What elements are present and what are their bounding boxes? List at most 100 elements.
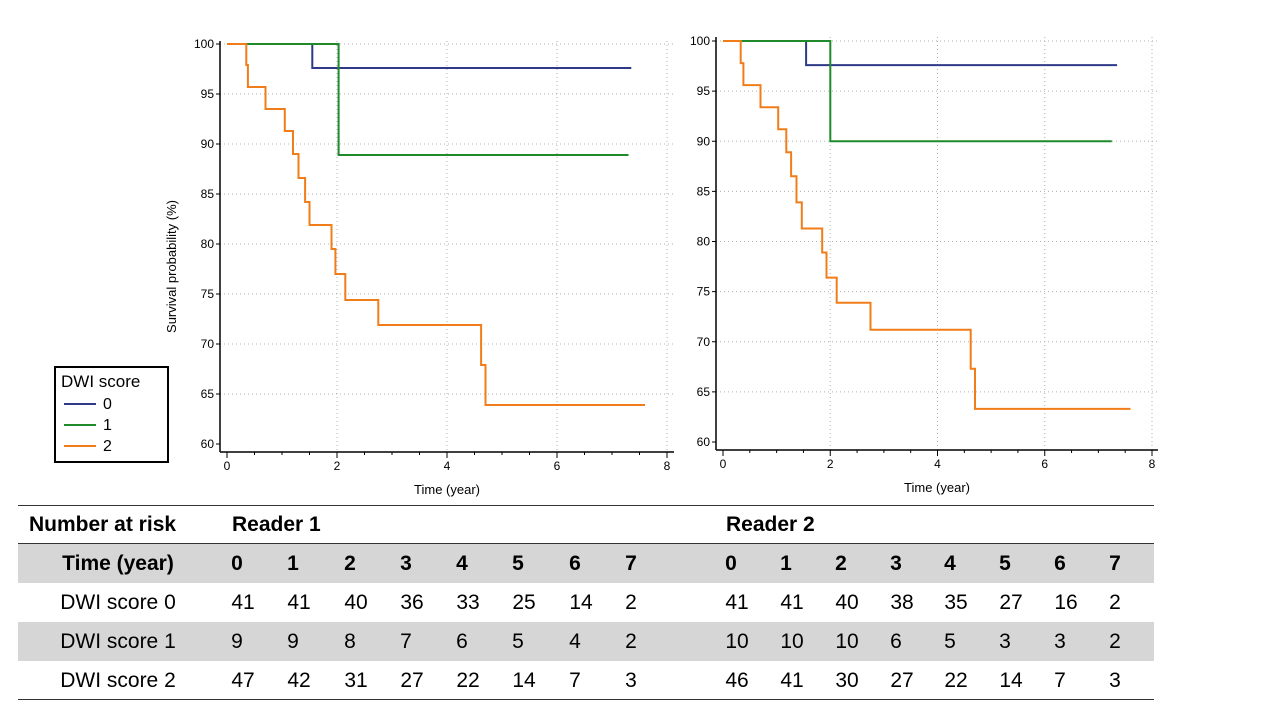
x-tick-label: 2 [827, 457, 834, 471]
risk-value: 41 [231, 591, 255, 614]
risk-value: 2 [625, 630, 637, 653]
risk-value: 9 [231, 630, 243, 653]
risk-value: 6 [890, 630, 902, 653]
y-tick-label: 70 [697, 335, 711, 349]
x-axis-label: Time (year) [904, 480, 970, 495]
risk-value: 41 [780, 669, 804, 692]
risk-value: 30 [835, 669, 859, 692]
time-tick: 0 [725, 552, 737, 575]
time-tick: 4 [456, 552, 468, 575]
risk-value: 14 [999, 669, 1023, 692]
table-header-rule [18, 543, 1154, 544]
risk-value: 25 [512, 591, 536, 614]
risk-value: 41 [780, 591, 804, 614]
time-tick: 4 [944, 552, 956, 575]
table-bottom-rule [18, 699, 1154, 700]
risk-value: 41 [287, 591, 311, 614]
risk-value: 10 [835, 630, 859, 653]
risk-value: 7 [1054, 669, 1066, 692]
risk-value: 35 [944, 591, 968, 614]
legend-label-1: 1 [103, 417, 112, 434]
legend-label-0: 0 [103, 396, 112, 413]
risk-value: 10 [780, 630, 804, 653]
risk-value: 33 [456, 591, 480, 614]
x-axis-label: Time (year) [414, 482, 480, 497]
risk-value: 9 [287, 630, 299, 653]
time-tick: 5 [999, 552, 1011, 575]
time-tick: 5 [512, 552, 524, 575]
risk-value: 41 [725, 591, 749, 614]
y-tick-label: 75 [201, 287, 215, 301]
reader-1-label: Reader 1 [232, 513, 321, 536]
risk-value: 36 [400, 591, 424, 614]
risk-value: 22 [944, 669, 968, 692]
risk-value: 31 [344, 669, 368, 692]
y-tick-label: 90 [201, 137, 215, 151]
x-tick-label: 4 [444, 459, 451, 473]
y-tick-label: 85 [697, 184, 711, 198]
risk-value: 2 [1109, 591, 1121, 614]
risk-value: 3 [1054, 630, 1066, 653]
time-tick: 3 [890, 552, 902, 575]
table-row: DWI score 2 47 42 31 27 22 14 7 3 46 41 … [18, 661, 1154, 700]
y-tick-label: 70 [201, 337, 215, 351]
y-tick-label: 100 [194, 37, 214, 51]
x-tick-label: 8 [1149, 457, 1156, 471]
y-axis-label: Survival probability (%) [164, 200, 179, 333]
series-line-dwi-2 [227, 43, 645, 406]
time-tick: 6 [1054, 552, 1066, 575]
y-tick-label: 65 [201, 387, 215, 401]
time-tick: 6 [569, 552, 581, 575]
time-tick: 3 [400, 552, 412, 575]
reader-2-label: Reader 2 [726, 513, 815, 536]
number-at-risk-title: Number at risk [29, 513, 177, 536]
risk-value: 7 [569, 669, 581, 692]
risk-value: 2 [625, 591, 637, 614]
risk-value: 3 [1109, 669, 1121, 692]
risk-value: 42 [287, 669, 311, 692]
series-line-dwi-0 [227, 43, 632, 69]
risk-value: 40 [835, 591, 859, 614]
y-tick-label: 95 [201, 87, 215, 101]
km-chart-reader-2: 60 65 70 75 80 85 90 95 100 0 2 4 6 8 Time (year) [690, 34, 1158, 495]
legend: DWI score 0 1 2 [54, 366, 169, 463]
x-tick-label: 0 [720, 457, 727, 471]
row-label: DWI score 0 [60, 591, 176, 614]
risk-value: 10 [725, 630, 749, 653]
risk-value: 14 [512, 669, 536, 692]
time-tick: 1 [287, 552, 299, 575]
time-tick: 7 [1109, 552, 1121, 575]
y-tick-label: 90 [697, 134, 711, 148]
y-tick-label: 85 [201, 187, 215, 201]
legend-title: DWI score [61, 372, 140, 391]
risk-value: 6 [456, 630, 468, 653]
table-row: DWI score 1 9 9 8 7 6 5 4 2 10 10 10 6 5… [18, 622, 1154, 661]
time-tick: 0 [231, 552, 243, 575]
risk-value: 27 [890, 669, 914, 692]
legend-label-2: 2 [103, 438, 112, 455]
time-tick: 1 [780, 552, 792, 575]
risk-value: 4 [569, 630, 581, 653]
risk-value: 16 [1054, 591, 1078, 614]
risk-value: 27 [400, 669, 424, 692]
y-tick-label: 60 [201, 437, 215, 451]
time-tick: 7 [625, 552, 637, 575]
km-chart-reader-1: 60 65 70 75 80 85 90 95 100 0 2 4 6 8 Time (year) Survi… [164, 37, 674, 497]
table-row: DWI score 0 41 41 40 36 33 25 14 2 41 41… [18, 583, 1154, 622]
risk-value: 8 [344, 630, 356, 653]
y-tick-label: 75 [697, 285, 711, 299]
x-tick-label: 8 [664, 459, 671, 473]
risk-value: 47 [231, 669, 255, 692]
y-tick-label: 80 [697, 235, 711, 249]
risk-value: 3 [625, 669, 637, 692]
series-line-dwi-1 [723, 40, 1112, 143]
time-tick: 2 [835, 552, 847, 575]
table-top-rule [18, 505, 1154, 506]
x-tick-label: 0 [224, 459, 231, 473]
y-tick-label: 65 [697, 385, 711, 399]
row-label: DWI score 2 [60, 669, 176, 692]
risk-value: 3 [999, 630, 1011, 653]
time-label: Time (year) [62, 552, 174, 575]
table-header-row: Number at risk Reader 1 Reader 2 [18, 505, 1154, 544]
